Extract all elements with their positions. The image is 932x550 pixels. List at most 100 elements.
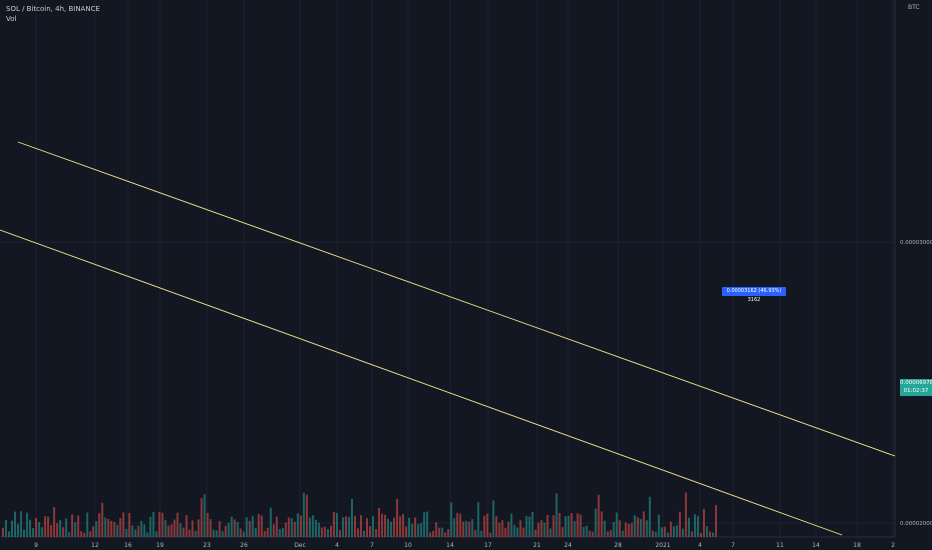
volume-bar (251, 516, 254, 537)
volume-bar (263, 530, 266, 537)
volume-bar (284, 522, 287, 537)
volume-bar (38, 522, 41, 537)
x-tick-label: 2 (891, 542, 895, 549)
volume-label[interactable]: Vol (6, 15, 17, 23)
volume-bar (92, 526, 95, 537)
volume-bar (426, 511, 429, 537)
volume-bar (236, 522, 239, 537)
volume-bar (462, 521, 465, 537)
x-tick-label: 7 (370, 542, 374, 549)
volume-bar (582, 527, 585, 537)
volume-bar (332, 512, 335, 537)
volume-bar (693, 514, 696, 537)
volume-bar (152, 512, 155, 537)
volume-bar (618, 520, 621, 537)
volume-bar (393, 517, 396, 537)
volume-bar (128, 513, 131, 537)
volume-bar (555, 493, 558, 537)
x-tick-label: 12 (91, 542, 99, 549)
volume-bar (53, 507, 56, 537)
volume-bar (384, 514, 387, 537)
volume-bar (233, 519, 236, 537)
volume-bar (570, 513, 573, 537)
channel-upper-line (17, 141, 896, 457)
volume-bar (95, 521, 98, 537)
symbol-title[interactable]: SOL / Bitcoin, 4h, BINANCE (6, 5, 100, 13)
volume-bar (242, 531, 245, 537)
volume-bar (224, 525, 227, 537)
trend-channel (0, 141, 896, 536)
volume-bar (347, 517, 350, 537)
volume-bar (702, 508, 705, 537)
volume-bar (305, 494, 308, 537)
volume-bar (188, 529, 191, 537)
x-tick-label: 16 (124, 542, 132, 549)
volume-bar (396, 498, 399, 537)
volume-bar (429, 532, 432, 537)
volume-bar (266, 527, 269, 537)
volume-bar (98, 513, 101, 537)
volume-bar (308, 517, 311, 537)
volume-bar (447, 529, 450, 537)
volume-bar (627, 523, 630, 537)
volume-bar (47, 516, 50, 537)
volume-bar (390, 521, 393, 537)
x-tick-label: 18 (853, 542, 861, 549)
volume-bar (302, 492, 305, 537)
volume-bar (113, 521, 116, 537)
volume-bar (35, 518, 38, 537)
volume-bar (546, 514, 549, 537)
volume-bar (522, 527, 525, 537)
volume-bar (552, 515, 555, 537)
volume-bar (480, 530, 483, 537)
volume-bar (119, 518, 122, 537)
volume-bar (684, 492, 687, 537)
chart-legend: SOL / Bitcoin, 4h, BINANCE Vol (6, 4, 100, 24)
volume-bar (245, 517, 248, 537)
volume-bar (23, 529, 26, 537)
volume-bar (86, 512, 89, 537)
volume-bar (459, 513, 462, 537)
volume-bar (107, 519, 110, 537)
currency-label: BTC (908, 4, 920, 11)
volume-bar (134, 529, 137, 537)
y-tick-label: 0.00003000 (900, 240, 932, 246)
volume-bar (68, 532, 71, 537)
volume-bar (56, 523, 59, 537)
volume-bar (456, 512, 459, 537)
volume-bar (711, 532, 714, 537)
time-axis[interactable]: 9 12 16 19 23 26 Dec 4 7 10 14 17 21 24 28 2021 4 7 11 14 18… (34, 542, 895, 549)
volume-bar (158, 511, 161, 537)
volume-bar (71, 514, 74, 537)
volume-bar (200, 498, 203, 537)
channel-lower-line (0, 229, 843, 536)
volume-bar (516, 527, 519, 537)
volume-bar (705, 526, 708, 537)
volume-bar (435, 522, 438, 537)
volume-bar (254, 527, 257, 537)
volume-bar (278, 528, 281, 537)
volume-bar (687, 517, 690, 537)
volume-bar (161, 512, 164, 537)
volume-bar (633, 515, 636, 537)
volume-bar (573, 521, 576, 537)
volume-bar (387, 518, 390, 537)
volume-bar (411, 523, 414, 537)
current-price-badge: 0.00006978 01:02:37 (900, 379, 932, 396)
volume-bar (299, 515, 302, 537)
volume-bar (612, 522, 615, 537)
volume-bar (137, 525, 140, 537)
x-tick-label: 14 (812, 542, 820, 549)
price-axis[interactable]: 0.000020000.000030000.000040000.00005000… (900, 0, 932, 527)
volume-bar (230, 516, 233, 537)
volume-bar (5, 520, 8, 537)
volume-bar (116, 524, 119, 537)
volume-bar (44, 516, 47, 537)
volume-bar (417, 524, 420, 537)
volume-bar (645, 520, 648, 537)
volume-bar (17, 523, 20, 537)
volume-bar (576, 513, 579, 537)
volume-bar (420, 523, 423, 537)
volume-bar (173, 519, 176, 537)
